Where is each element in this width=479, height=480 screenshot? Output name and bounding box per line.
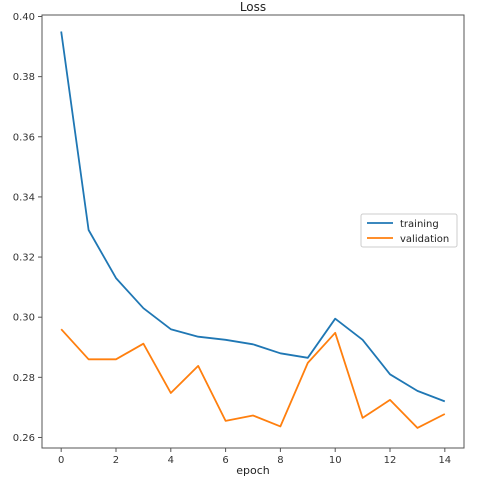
y-tick-label: 0.30 — [13, 313, 35, 324]
y-tick-label: 0.34 — [13, 192, 35, 203]
y-tick-label: 0.26 — [13, 433, 35, 444]
x-tick-label: 12 — [384, 455, 397, 466]
y-tick-label: 0.36 — [13, 132, 35, 143]
x-axis: 0 2 4 6 8 10 12 14 — [58, 448, 451, 466]
y-tick-label: 0.38 — [13, 72, 35, 83]
x-tick-label: 8 — [277, 455, 283, 466]
series-line-training — [60, 31, 446, 403]
x-tick-label: 14 — [438, 455, 451, 466]
chart-title: Loss — [240, 0, 266, 14]
legend: training validation — [360, 213, 458, 248]
x-tick-label: 2 — [113, 455, 119, 466]
y-axis: 0.26 0.28 0.30 0.32 0.34 0.36 0.38 0.40 — [13, 12, 42, 444]
series-lines — [60, 31, 446, 429]
legend-label-validation: validation — [400, 234, 449, 245]
y-tick-label: 0.28 — [13, 373, 35, 384]
x-tick-label: 0 — [58, 455, 64, 466]
x-tick-label: 4 — [168, 455, 174, 466]
y-tick-label: 0.40 — [13, 12, 35, 23]
x-axis-label: epoch — [236, 464, 270, 477]
series-line-validation — [60, 328, 446, 429]
x-tick-label: 10 — [329, 455, 342, 466]
x-tick-label: 6 — [222, 455, 228, 466]
y-tick-label: 0.32 — [13, 253, 35, 264]
legend-label-training: training — [400, 219, 439, 230]
